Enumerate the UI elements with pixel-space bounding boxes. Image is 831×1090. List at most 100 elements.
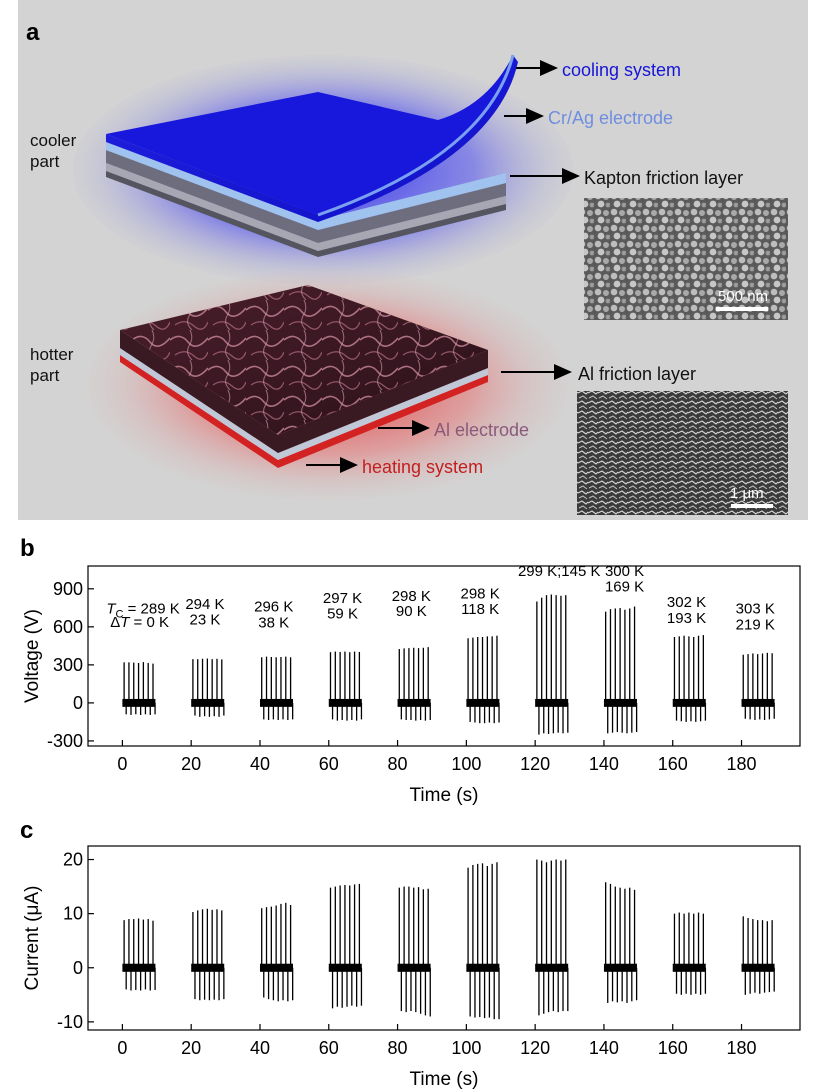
x-tick-label: 120 (520, 754, 550, 774)
burst-2 (259, 656, 294, 721)
burst-6 (535, 859, 569, 1016)
annotation-label: 38 K (258, 614, 289, 631)
x-tick-label: 160 (658, 754, 688, 774)
cooler-stack (106, 54, 518, 257)
x-tick-label: 0 (117, 754, 127, 774)
x-axis-label: Time (s) (410, 785, 479, 806)
burst-2 (259, 902, 294, 1002)
annotation-label: ΔT = 0 K (110, 614, 169, 631)
cooler-part-label-line1: cooler (30, 131, 77, 150)
burst-1 (191, 908, 225, 1001)
annotation-label: 169 K (605, 578, 644, 595)
annotation-label: 298 K (392, 588, 431, 605)
scalebar-1um (731, 504, 773, 508)
scalebar-top-label: 500 nm (718, 288, 768, 305)
annotation-label: 90 K (396, 603, 427, 620)
annotation-label: 118 K (461, 601, 499, 618)
voltage-traces (122, 594, 775, 735)
annotation-label: TC = 289 K (106, 601, 179, 621)
hotter-part-label-line1: hotter (30, 345, 74, 364)
scalebar-500nm (716, 307, 768, 311)
burst-5 (466, 862, 500, 1020)
temperature-annotations: TC = 289 KΔT = 0 K 294 K23 K 296 K38 K 297 … (106, 563, 775, 633)
annotation-label: 294 K (185, 596, 224, 613)
y-tick-label: 20 (63, 850, 83, 870)
cooling-system-label: cooling system (562, 60, 681, 80)
y-tick-label: 0 (73, 693, 83, 713)
x-tick-label: 100 (451, 754, 481, 774)
heating-system-label: heating system (362, 457, 483, 477)
y-axis-label: Current (μA) (22, 886, 43, 991)
axis-ticks: 0 20 40 60 80 100 120 140 160 180 -300 0 300 600 900 (47, 579, 757, 774)
y-tick-label: 10 (63, 904, 83, 924)
burst-9 (741, 652, 775, 721)
y-tick-label: -10 (57, 1012, 83, 1032)
panel-letter-a: a (26, 19, 40, 46)
annotation-label: 193 K (667, 610, 706, 627)
x-tick-label: 20 (181, 754, 201, 774)
burst-3 (328, 651, 363, 721)
sem-image-al (577, 391, 788, 515)
current-traces (122, 859, 775, 1020)
current-chart: c 0 20 40 60 80 100 120 140 160 180 -10 0 10 20 Time … (20, 817, 801, 1090)
x-tick-label: 160 (658, 1038, 688, 1058)
panel-letter-c: c (20, 817, 33, 844)
hotter-stack (120, 285, 488, 468)
burst-8 (672, 635, 707, 722)
x-tick-label: 140 (589, 754, 619, 774)
x-tick-label: 0 (117, 1038, 127, 1058)
y-tick-label: 600 (53, 617, 83, 637)
x-tick-label: 180 (727, 754, 757, 774)
panel-letter-b: b (20, 535, 35, 562)
cooler-part-label-line2: part (30, 152, 60, 171)
annotation-label: 303 K (736, 601, 775, 618)
burst-6 (535, 594, 569, 735)
hotter-part-label-line2: part (30, 366, 60, 385)
burst-4 (397, 886, 431, 1017)
burst-7 (603, 882, 638, 1003)
burst-9 (741, 916, 775, 995)
x-tick-label: 180 (727, 1038, 757, 1058)
cooling-plate (106, 55, 518, 222)
kapton-layer-label: Kapton friction layer (584, 168, 743, 188)
y-tick-label: 900 (53, 579, 83, 599)
burst-0 (122, 918, 156, 991)
burst-3 (328, 883, 363, 1009)
x-tick-label: 20 (181, 1038, 201, 1058)
burst-8 (672, 912, 707, 995)
burst-5 (466, 635, 500, 724)
x-tick-label: 60 (319, 754, 339, 774)
sem-image-kapton (584, 198, 788, 320)
scalebar-bottom-label: 1 μm (730, 485, 764, 502)
annotation-label: 219 K (736, 616, 775, 633)
voltage-chart: b 0 20 40 60 80 100 120 140 160 180 -300 0 300 600 900… (20, 535, 801, 806)
annotation-label: 299 K;145 K (518, 563, 601, 580)
x-tick-label: 80 (388, 1038, 408, 1058)
x-tick-label: 120 (520, 1038, 550, 1058)
burst-7 (603, 606, 638, 734)
burst-1 (191, 658, 225, 717)
x-tick-label: 80 (388, 754, 408, 774)
device-schematic: 500 nm 1 μm a cooler part hotter part co… (18, 0, 808, 520)
annotation-label: 296 K (254, 599, 293, 616)
x-tick-label: 100 (451, 1038, 481, 1058)
x-axis-label: Time (s) (410, 1069, 479, 1090)
annotation-label: 300 K (605, 563, 644, 580)
x-tick-label: 40 (250, 1038, 270, 1058)
annotation-label: 297 K (323, 590, 362, 607)
burst-0 (122, 662, 156, 715)
y-tick-label: 300 (53, 655, 83, 675)
burst-4 (397, 647, 431, 721)
panel-a-illustration: 500 nm 1 μm a cooler part hotter part co… (18, 0, 808, 520)
crag-electrode-label: Cr/Ag electrode (548, 108, 673, 128)
annotation-label: 59 K (327, 606, 358, 623)
y-tick-label: 0 (73, 958, 83, 978)
plot-frame (87, 845, 801, 1031)
x-tick-label: 60 (319, 1038, 339, 1058)
axis-ticks: 0 20 40 60 80 100 120 140 160 180 -10 0 10 20 (57, 850, 757, 1058)
al-electrode-layer (120, 330, 488, 453)
annotation-label: 298 K (461, 585, 500, 602)
x-tick-label: 140 (589, 1038, 619, 1058)
annotation-label: 23 K (190, 611, 221, 628)
heating-layer (120, 355, 488, 468)
